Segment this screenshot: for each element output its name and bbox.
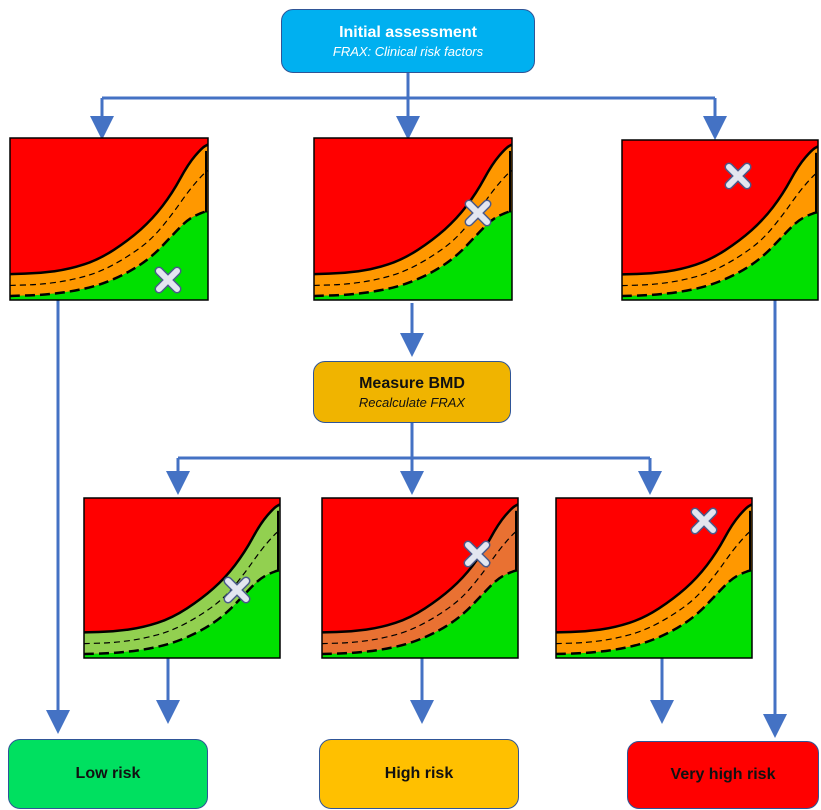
- marker-fill: [465, 542, 489, 566]
- chart-frame: [621, 139, 819, 301]
- upper-threshold-curve: [321, 503, 519, 634]
- marker-fill: [156, 268, 180, 292]
- high-risk-box: High risk: [319, 739, 519, 809]
- measure-bmd-title: Measure BMD: [359, 374, 465, 392]
- very-high-risk-box: Very high risk: [627, 741, 819, 809]
- marker-fill: [466, 201, 490, 225]
- measure-bmd-subtitle: Recalculate FRAX: [358, 394, 466, 410]
- initial-assessment-subtitle: FRAX: Clinical risk factors: [332, 43, 484, 59]
- lower-threshold-curve: [555, 568, 753, 656]
- marker-fill: [726, 164, 750, 188]
- lower-threshold-curve: [621, 210, 819, 298]
- median-threshold-curve: [313, 169, 513, 287]
- chart-frame: [83, 497, 281, 659]
- median-threshold-curve: [555, 529, 753, 645]
- patient-marker-icon: [154, 266, 182, 294]
- upper-threshold-curve: [83, 503, 281, 634]
- patient-marker-icon: [464, 199, 492, 227]
- low-probability-zone: [10, 210, 208, 300]
- high-risk-label: High risk: [384, 765, 454, 782]
- patient-marker-icon: [463, 540, 491, 568]
- frax-chart-5: [321, 497, 519, 659]
- patient-marker-icon: [223, 576, 251, 604]
- chart-frame: [313, 137, 513, 301]
- lower-threshold-curve: [9, 209, 209, 298]
- low-risk-label: Low risk: [75, 765, 141, 782]
- chart-frame: [9, 137, 209, 301]
- lower-threshold-curve: [313, 209, 513, 298]
- intermediate-band: [556, 504, 752, 654]
- frax-chart-4: [83, 497, 281, 659]
- charts: [9, 137, 819, 659]
- chart-frame: [321, 497, 519, 659]
- marker-fill: [692, 509, 716, 533]
- frax-chart-6: [555, 497, 753, 659]
- intermediate-band: [84, 504, 280, 654]
- low-probability-zone: [556, 570, 752, 658]
- median-threshold-curve: [9, 169, 209, 287]
- lower-threshold-curve: [83, 568, 281, 656]
- measure-bmd-box: Measure BMD Recalculate FRAX: [313, 361, 511, 423]
- low-probability-zone: [314, 210, 512, 300]
- median-threshold-curve: [321, 529, 519, 645]
- upper-threshold-curve: [555, 503, 753, 634]
- intermediate-band: [622, 146, 818, 296]
- patient-marker-icon: [690, 507, 718, 535]
- patient-marker-icon: [724, 162, 752, 190]
- frax-chart-1: [9, 137, 209, 301]
- initial-assessment-title: Initial assessment: [339, 23, 477, 41]
- median-threshold-curve: [621, 171, 819, 287]
- connectors: [46, 73, 787, 738]
- low-probability-zone: [622, 212, 818, 300]
- upper-threshold-curve: [621, 145, 819, 276]
- intermediate-band: [10, 144, 208, 296]
- initial-assessment-box: Initial assessment FRAX: Clinical risk f…: [281, 9, 535, 73]
- median-threshold-curve: [83, 529, 281, 645]
- low-probability-zone: [322, 570, 518, 658]
- intermediate-band: [322, 504, 518, 654]
- very-high-risk-label: Very high risk: [670, 766, 776, 783]
- lower-threshold-curve: [321, 568, 519, 656]
- chart-frame: [555, 497, 753, 659]
- frax-chart-2: [313, 137, 513, 301]
- low-risk-box: Low risk: [8, 739, 208, 809]
- marker-fill: [225, 578, 249, 602]
- upper-threshold-curve: [313, 143, 513, 276]
- upper-threshold-curve: [9, 143, 209, 276]
- frax-chart-3: [621, 139, 819, 301]
- low-probability-zone: [84, 570, 280, 658]
